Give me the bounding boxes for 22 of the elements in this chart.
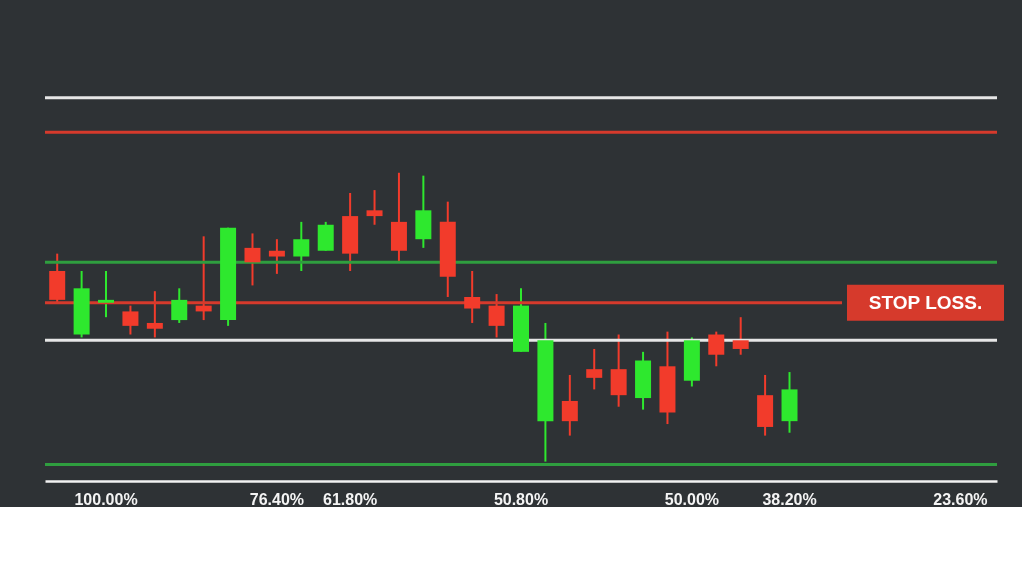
- candlestick: [98, 269, 115, 319]
- x-tick-label: 38.20%: [762, 490, 817, 508]
- candlestick: [561, 373, 578, 437]
- candlestick: [464, 269, 481, 324]
- candlestick: [171, 287, 188, 324]
- candlestick: [293, 220, 310, 272]
- x-tick-label: 23.60%: [933, 490, 988, 508]
- x-tick-label: 100.00%: [74, 490, 138, 508]
- x-tick-label: 76.40%: [249, 490, 305, 508]
- candlestick: [366, 189, 383, 226]
- x-tick-label: 50.80%: [493, 490, 549, 508]
- candlestick: [586, 347, 603, 391]
- candlestick: [732, 316, 749, 356]
- candlestick: [146, 290, 163, 339]
- x-tick-label: 61.80%: [323, 490, 378, 508]
- ref-line-label: STOP LOSS.: [868, 291, 983, 313]
- candlestick: [268, 238, 285, 275]
- x-tick-label: 50.00%: [664, 490, 719, 508]
- candlestick: [708, 330, 725, 368]
- candlestick: [122, 304, 139, 336]
- candlestick: [244, 232, 261, 287]
- candlestick: [488, 293, 505, 339]
